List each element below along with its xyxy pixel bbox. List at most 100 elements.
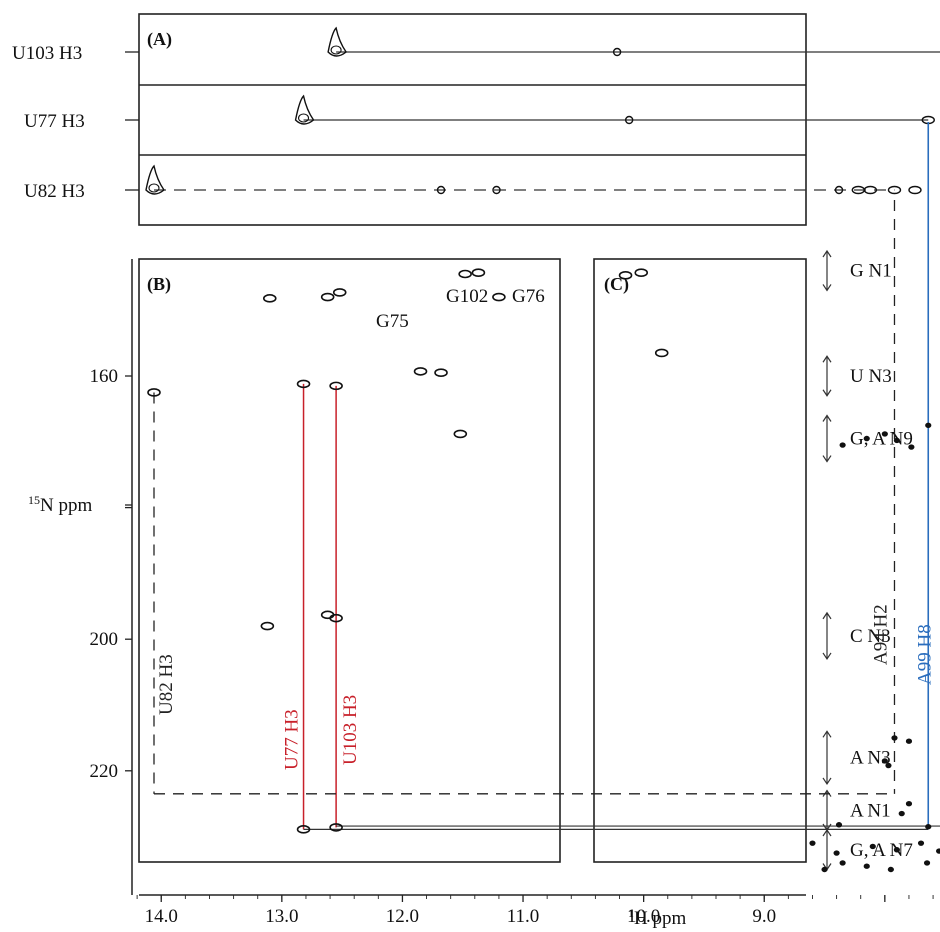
strip-peak [612,47,622,57]
cross-peak [885,762,892,769]
cross-peak [925,824,932,830]
panel-b-label: (B) [147,274,171,295]
cross-peak [260,621,275,631]
cross-peak [654,348,669,358]
cross-peak [296,825,311,834]
x-tick-label: 14.0 [145,906,178,927]
strip-label-u103: U103 H3 [12,43,82,64]
x-tick-label: 9.0 [752,906,776,927]
x-tick-label: 10.0 [627,906,660,927]
cross-peak [618,271,633,280]
cross-peak [839,442,846,448]
cross-peak [887,866,894,873]
strip-peak [436,185,446,195]
panel-c: (C) [593,258,807,863]
region-label: G, A N9 [850,429,913,450]
cross-peak [458,269,472,279]
cross-peak [839,860,846,866]
region-label: U N3 [850,366,892,387]
region-arrow-head [822,414,832,422]
strip-peak [148,183,160,193]
correlation-label: A99 H8 [914,624,935,685]
cross-peak [863,435,870,442]
panel-a-label: (A) [147,29,172,50]
y-tick-label: 200 [90,629,119,650]
strip-peak [887,185,902,195]
x-axis-label-sup: 1 [628,906,634,920]
region-arrow-head [822,789,832,797]
strip-label-u82: U82 H3 [24,181,85,202]
region-arrow-head [822,611,832,620]
region-label: A N1 [850,800,891,821]
region-arrow-head [822,284,832,292]
y-tick-label: 160 [90,366,119,387]
correlation-label: A94 H2 [870,604,891,665]
region-arrow-head [822,455,832,463]
strip-peak [492,185,501,195]
x-axis-label: H ppm [634,908,686,929]
cross-peak [908,444,915,450]
cross-peak [471,268,486,277]
strip-label-u77: U77 H3 [24,111,85,132]
cross-peak [891,735,898,741]
cross-peak [881,758,888,764]
cross-peak [833,850,840,856]
region-label: G N1 [850,261,892,282]
strip-peak [908,185,922,195]
cross-peak [320,292,335,302]
cross-peak [936,848,940,854]
peak-label-g76: G76 [512,286,545,307]
correlation-label: U77 H3 [282,709,303,770]
y-axis-title: 15N ppm [28,493,92,516]
panel-a: (A) U103 H3 U77 H3 U82 H3 [12,13,940,226]
region-arrow-head [822,730,832,738]
strip-peak [863,185,878,195]
cross-peak [923,860,931,866]
cross-peak [917,840,925,846]
region-arrow-head [822,249,832,258]
x-tick-label: 12.0 [386,906,419,927]
cross-peak [821,866,828,873]
cross-peak [413,367,428,376]
cross-peak [893,847,900,853]
region-arrow-head [822,652,832,661]
cross-peak [434,368,448,378]
cross-peak [869,843,876,850]
cross-peak [863,863,870,869]
cross-peak [329,613,343,623]
panel-b: (B) G75 G102 G76 [138,258,561,863]
region-arrow-head [822,777,832,786]
cross-peak [329,381,343,391]
cross-peak [147,388,161,397]
region-label: G, A N7 [850,840,913,861]
peak-label-g75: G75 [376,311,409,332]
x-axis: 14.013.012.011.010.09.07.0 1H ppm [136,894,934,929]
cross-peak [925,422,932,429]
cross-peak [893,437,900,444]
cross-peak [296,379,311,389]
x-tick-label: 11.0 [507,906,540,927]
y-axis-label: N ppm [40,495,92,516]
cross-peak [898,810,905,817]
cross-peak [329,823,343,832]
strip-peak [327,26,348,57]
cross-peak [634,268,649,277]
region-arrow-head [822,828,832,837]
panel-c-label: (C) [604,274,629,295]
region-label: A N3 [850,748,891,769]
cross-peak [905,801,913,807]
cross-peak [809,840,816,846]
cross-peak [881,431,888,437]
region-arrow-head [822,355,832,363]
strip-peak [297,113,310,123]
cross-peak [262,294,277,303]
panel-c-frame [593,258,807,863]
strip-peak [330,45,342,55]
y-axis-label-sup: 15 [28,493,40,507]
cross-peak [835,822,843,828]
correlation-label: U103 H3 [340,695,361,765]
strip-peak [624,115,634,125]
y-axis: 160 200 220 15N ppm [28,259,133,895]
x-tick-label: 13.0 [265,906,298,927]
